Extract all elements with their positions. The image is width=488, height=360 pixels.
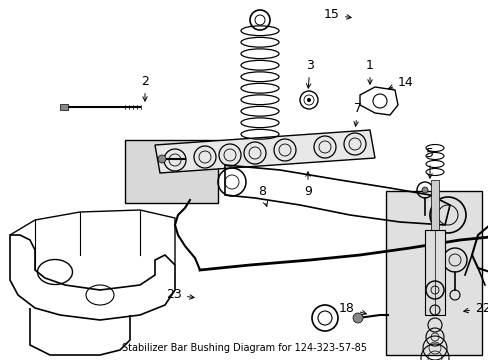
Circle shape [158,155,165,163]
Text: 14: 14 [388,76,413,89]
Circle shape [306,98,310,102]
Text: 5: 5 [425,147,433,178]
Text: Stabilizer Bar Bushing Diagram for 124-323-57-85: Stabilizer Bar Bushing Diagram for 124-3… [122,343,366,353]
Text: 2: 2 [141,75,149,101]
Text: 7: 7 [353,102,361,126]
Text: 9: 9 [304,172,311,198]
Text: 3: 3 [305,59,313,88]
Polygon shape [155,130,374,173]
Bar [430,180,438,230]
Circle shape [311,305,337,331]
Text: 1: 1 [366,59,373,84]
Text: 8: 8 [258,185,267,206]
Text: 15: 15 [324,9,350,22]
Bar [386,191,481,355]
Text: 22: 22 [463,302,488,315]
Bar [424,230,444,315]
Text: 23: 23 [166,288,194,302]
Circle shape [352,313,362,323]
Bar [124,140,217,203]
Text: 18: 18 [339,302,366,315]
Circle shape [421,187,427,193]
Bar [60,104,68,110]
